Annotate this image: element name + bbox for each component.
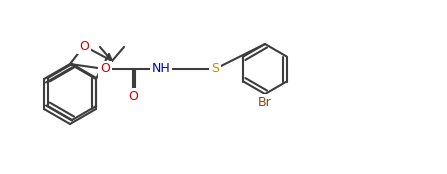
Text: O: O [100,62,110,76]
Text: Br: Br [258,96,272,109]
Text: O: O [128,89,138,102]
Text: S: S [211,62,219,76]
Text: NH: NH [152,62,170,76]
Text: O: O [79,39,89,53]
